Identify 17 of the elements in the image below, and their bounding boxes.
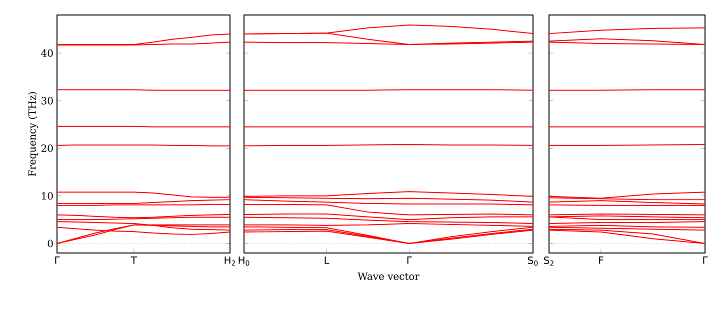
y-tick-label: 20 (41, 144, 53, 152)
x-tick-label: H$_{2}$ (224, 256, 236, 266)
y-tick-label: 30 (42, 96, 53, 104)
y-tick-label: 10 (42, 192, 53, 200)
x-axis-title: Wave vector (358, 272, 420, 280)
x-tick-label: L (324, 256, 330, 264)
x-tick-label: S$_{2}$ (544, 256, 554, 266)
x-tick-label: Γ (703, 256, 708, 264)
y-axis-title: Frequency (THz) (28, 92, 38, 176)
y-tick-label: 0 (48, 240, 53, 248)
x-tick-label: F (599, 256, 604, 264)
x-tick-label: S$_{0}$ (528, 256, 538, 266)
x-tick-label: H$_{0}$ (238, 256, 250, 266)
x-tick-label: Γ (407, 256, 412, 264)
x-tick-label: Γ (55, 256, 60, 264)
y-tick-label: 40 (41, 49, 53, 57)
x-tick-label: T (130, 256, 137, 264)
